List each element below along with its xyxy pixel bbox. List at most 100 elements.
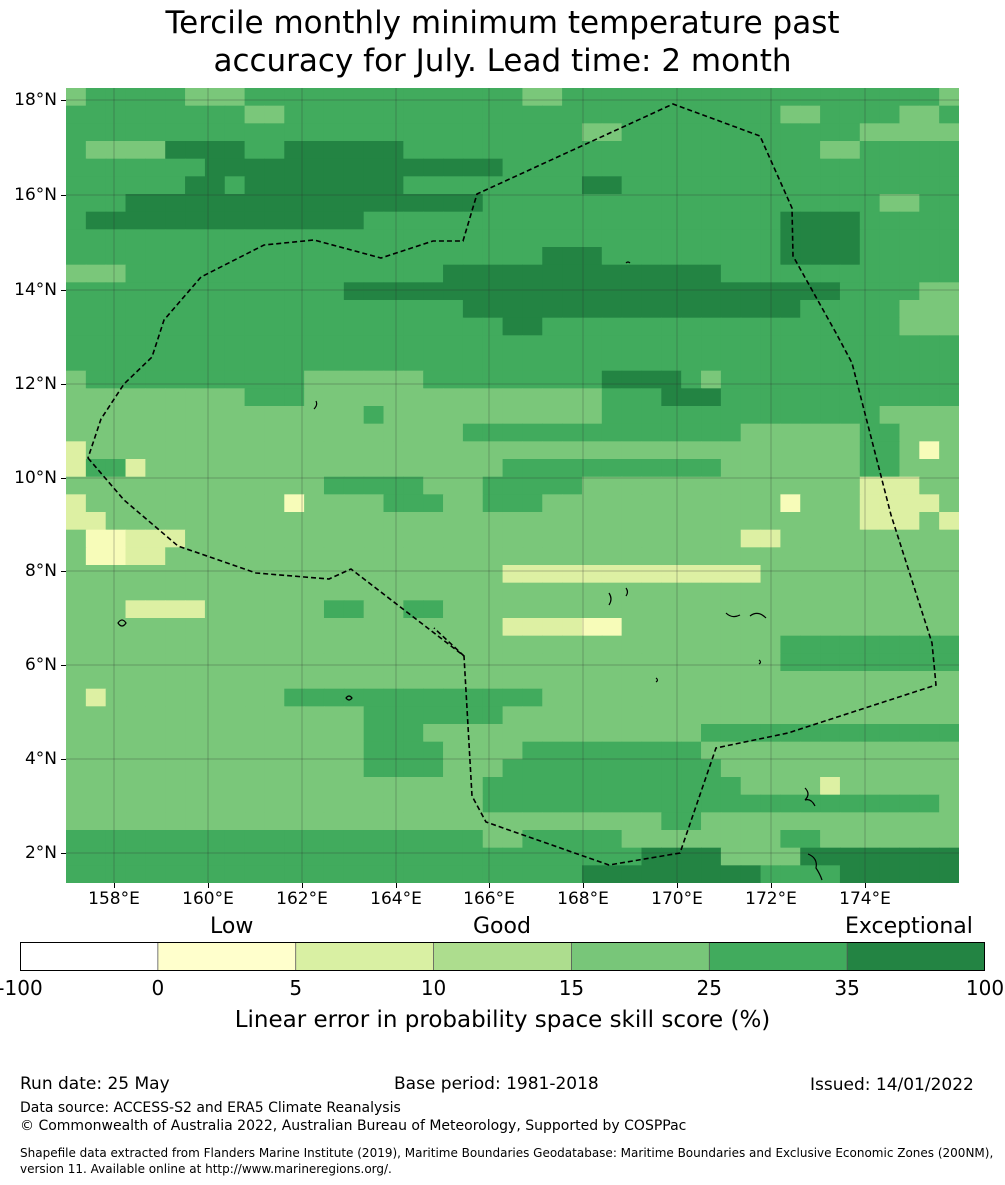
skill-cell xyxy=(899,618,920,637)
skill-cell xyxy=(363,388,385,407)
skill-cell xyxy=(66,459,87,478)
skill-cell xyxy=(661,229,682,248)
skill-cell xyxy=(224,830,246,849)
skill-cell xyxy=(681,353,702,372)
skill-cell xyxy=(581,688,603,707)
skill-cell xyxy=(85,476,107,495)
skill-cell xyxy=(264,282,285,301)
skill-cell xyxy=(323,618,345,637)
skill-cell xyxy=(720,512,742,531)
skill-cell xyxy=(125,211,146,230)
skill-cell xyxy=(85,547,107,566)
skill-cell xyxy=(839,618,861,637)
skill-cell xyxy=(125,777,146,796)
skill-cell xyxy=(939,158,959,177)
skill-cell xyxy=(165,759,186,778)
skill-cell xyxy=(701,158,722,177)
skill-cell xyxy=(542,759,563,778)
skill-cell xyxy=(323,476,345,495)
latitude-tick xyxy=(61,853,66,854)
skill-cell xyxy=(800,317,821,336)
skill-cell xyxy=(423,335,444,354)
skill-cell xyxy=(581,653,603,672)
skill-cell xyxy=(681,441,702,460)
skill-cell xyxy=(621,247,643,266)
skill-cell xyxy=(284,635,305,654)
skill-cell xyxy=(66,688,87,707)
skill-cell xyxy=(423,317,444,336)
skill-cell xyxy=(661,423,682,442)
skill-cell xyxy=(899,123,920,142)
skill-cell xyxy=(224,370,246,389)
skill-cell xyxy=(145,247,166,266)
skill-cell xyxy=(462,247,484,266)
skill-cell xyxy=(502,865,524,883)
skill-cell xyxy=(899,547,920,566)
skill-cell xyxy=(641,847,662,866)
skill-cell xyxy=(185,547,206,566)
skill-cell xyxy=(581,459,603,478)
skill-cell xyxy=(601,300,623,319)
latitude-label: 10°N xyxy=(14,468,57,488)
skill-cell xyxy=(681,194,702,213)
skill-cell xyxy=(224,565,246,584)
skill-cell xyxy=(443,529,464,548)
skill-cell xyxy=(581,353,603,372)
skill-cell xyxy=(621,476,643,495)
skill-cell xyxy=(185,830,206,849)
skill-cell xyxy=(105,370,127,389)
skill-cell xyxy=(284,777,305,796)
skill-cell xyxy=(66,406,87,425)
skill-cell xyxy=(284,370,305,389)
skill-cell xyxy=(462,264,484,283)
skill-cell xyxy=(85,582,107,601)
longitude-tick xyxy=(208,883,209,888)
skill-cell xyxy=(323,812,345,831)
skill-cell xyxy=(185,229,206,248)
skill-cell xyxy=(800,123,821,142)
skill-cell xyxy=(185,688,206,707)
skill-cell xyxy=(323,264,345,283)
skill-cell xyxy=(720,247,742,266)
skill-cell xyxy=(502,847,524,866)
skill-cell xyxy=(125,229,146,248)
skill-cell xyxy=(701,388,722,407)
skill-cell xyxy=(343,865,365,883)
skill-cell xyxy=(85,158,107,177)
skill-cell xyxy=(165,317,186,336)
skill-cell xyxy=(323,565,345,584)
skill-cell xyxy=(66,671,87,690)
skill-cell xyxy=(581,476,603,495)
skill-cell xyxy=(224,105,246,124)
skill-cell xyxy=(562,724,583,743)
skill-cell xyxy=(304,176,325,195)
skill-cell xyxy=(641,141,662,160)
skill-cell xyxy=(879,600,901,619)
skill-cell xyxy=(383,688,404,707)
skill-cell xyxy=(165,423,186,442)
skill-cell xyxy=(601,529,623,548)
skill-cell xyxy=(820,370,841,389)
skill-cell xyxy=(522,476,543,495)
skill-cell xyxy=(264,247,285,266)
skill-cell xyxy=(502,476,524,495)
skill-cell xyxy=(939,671,959,690)
skill-cell xyxy=(681,300,702,319)
skill-cell xyxy=(601,741,623,760)
skill-cell xyxy=(482,141,504,160)
skill-cell xyxy=(780,105,801,124)
skill-cell xyxy=(681,565,702,584)
skill-cell xyxy=(165,123,186,142)
skill-cell xyxy=(919,494,940,513)
skill-cell xyxy=(800,706,821,725)
skill-cell xyxy=(145,618,166,637)
skill-cell xyxy=(681,476,702,495)
skill-cell xyxy=(601,706,623,725)
skill-cell xyxy=(899,229,920,248)
skill-cell xyxy=(641,600,662,619)
skill-cell xyxy=(839,247,861,266)
skill-cell xyxy=(800,688,821,707)
skill-cell xyxy=(502,582,524,601)
skill-cell xyxy=(224,547,246,566)
skill-cell xyxy=(323,247,345,266)
